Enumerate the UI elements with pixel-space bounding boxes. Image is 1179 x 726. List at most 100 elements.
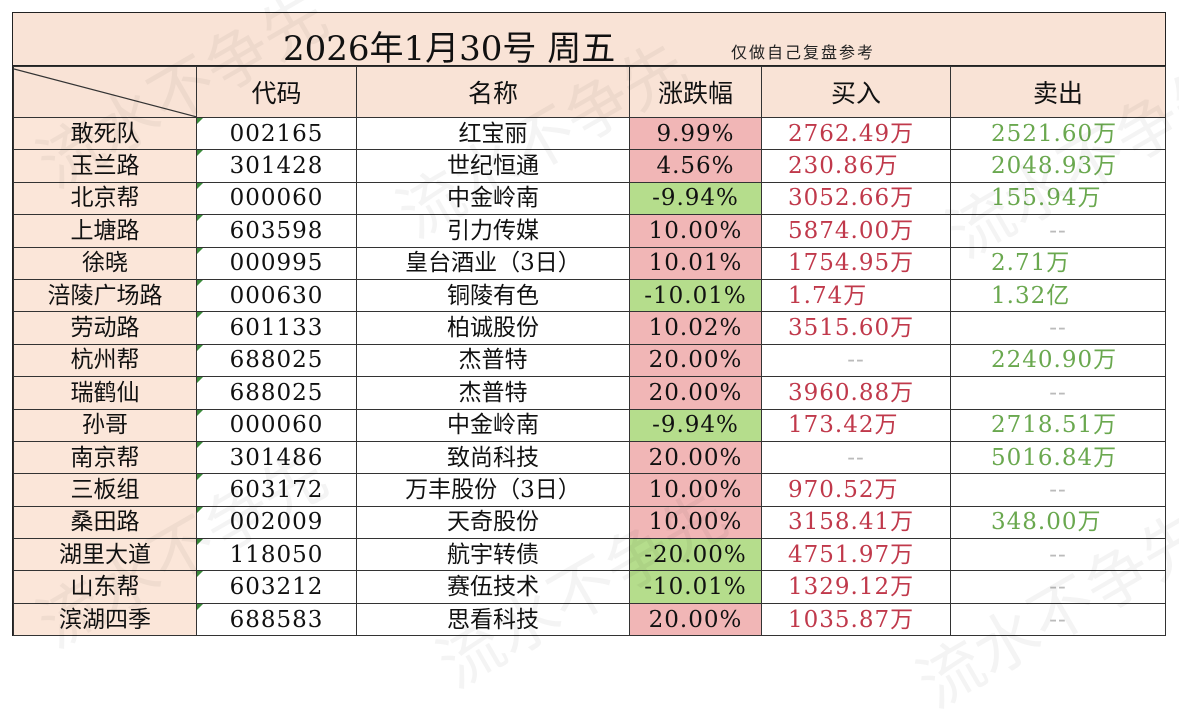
header-sell: 卖出 bbox=[950, 66, 1166, 118]
title-bar: 2026年1月30号 周五 仅做自己复盘参考 bbox=[13, 13, 1165, 69]
trader-name-cell: 劳动路 bbox=[13, 311, 197, 345]
change-cell: 20.00% bbox=[629, 602, 762, 637]
cell-comment-marker bbox=[197, 345, 203, 351]
table-row: 玉兰路 301428 世纪恒通 4.56% 230.86万 2048.93万 bbox=[13, 149, 1166, 183]
sell-amount-cell: -- bbox=[950, 376, 1166, 410]
cell-comment-marker bbox=[197, 474, 203, 481]
buy-amount-cell: 1754.95万 bbox=[761, 246, 951, 280]
stock-code-cell: 002009 bbox=[196, 505, 357, 540]
stock-name-cell: 世纪恒通 bbox=[356, 149, 630, 183]
stock-code-cell: 603212 bbox=[196, 570, 357, 604]
sell-amount-cell: -- bbox=[950, 311, 1166, 345]
cell-comment-marker bbox=[197, 604, 203, 610]
trader-name-cell: 北京帮 bbox=[13, 181, 197, 216]
header-change: 涨跌幅 bbox=[629, 66, 762, 118]
buy-amount-cell: 3960.88万 bbox=[761, 376, 951, 410]
change-cell: 20.00% bbox=[629, 440, 762, 475]
page-title: 2026年1月30号 周五 bbox=[283, 29, 616, 69]
cell-comment-marker bbox=[197, 571, 203, 578]
sell-amount-cell: 5016.84万 bbox=[950, 440, 1166, 475]
cell-comment-marker bbox=[197, 215, 203, 222]
stock-code-cell: 000995 bbox=[196, 246, 357, 280]
buy-amount-cell: 2762.49万 bbox=[761, 116, 951, 151]
table-row: 南京帮 301486 致尚科技 20.00% -- 5016.84万 bbox=[13, 440, 1166, 475]
header-code: 代码 bbox=[196, 66, 357, 118]
stock-name-cell: 红宝丽 bbox=[356, 116, 630, 151]
cell-comment-marker bbox=[197, 248, 203, 254]
buy-amount-cell: 3158.41万 bbox=[761, 505, 951, 540]
change-cell: 4.56% bbox=[629, 149, 762, 183]
stock-name-cell: 中金岭南 bbox=[356, 181, 630, 216]
stock-name-cell: 杰普特 bbox=[356, 376, 630, 410]
corner-diagonal-cell bbox=[13, 66, 197, 118]
stock-name-cell: 航宇转债 bbox=[356, 538, 630, 572]
change-cell: 10.01% bbox=[629, 246, 762, 280]
sell-amount-cell: -- bbox=[950, 602, 1166, 637]
table-row: 山东帮 603212 赛伍技术 -10.01% 1329.12万 -- bbox=[13, 570, 1166, 604]
table-row: 北京帮 000060 中金岭南 -9.94% 3052.66万 155.94万 bbox=[13, 181, 1166, 216]
buy-amount-cell: 173.42万 bbox=[761, 408, 951, 442]
buy-amount-cell: 230.86万 bbox=[761, 149, 951, 183]
buy-amount-cell: 970.52万 bbox=[761, 473, 951, 507]
stock-code-cell: 000630 bbox=[196, 278, 357, 313]
stock-code-cell: 000060 bbox=[196, 181, 357, 216]
cell-comment-marker bbox=[197, 539, 203, 546]
trader-name-cell: 滨湖四季 bbox=[13, 602, 197, 637]
sell-amount-cell: 2048.93万 bbox=[950, 149, 1166, 183]
header-row: 代码 名称 涨跌幅 买入 卖出 bbox=[13, 66, 1166, 118]
change-cell: 10.00% bbox=[629, 214, 762, 248]
buy-amount-cell: 5874.00万 bbox=[761, 214, 951, 248]
sell-amount-cell: 155.94万 bbox=[950, 181, 1166, 216]
cell-comment-marker bbox=[197, 410, 203, 416]
stock-name-cell: 中金岭南 bbox=[356, 408, 630, 442]
table-row: 杭州帮 688025 杰普特 20.00% -- 2240.90万 bbox=[13, 343, 1166, 378]
spreadsheet: 2026年1月30号 周五 仅做自己复盘参考 代码 名称 涨跌幅 买入 卖出 敢… bbox=[12, 12, 1166, 637]
header-name: 名称 bbox=[356, 66, 630, 118]
cell-comment-marker bbox=[197, 377, 203, 384]
table-row: 孙哥 000060 中金岭南 -9.94% 173.42万 2718.51万 bbox=[13, 408, 1166, 442]
trader-name-cell: 玉兰路 bbox=[13, 149, 197, 183]
stock-code-cell: 601133 bbox=[196, 311, 357, 345]
table-row: 上塘路 603598 引力传媒 10.00% 5874.00万 -- bbox=[13, 214, 1166, 248]
stock-name-cell: 思看科技 bbox=[356, 602, 630, 637]
sell-amount-cell: 2240.90万 bbox=[950, 343, 1166, 378]
buy-amount-cell: 3515.60万 bbox=[761, 311, 951, 345]
buy-amount-cell: 1329.12万 bbox=[761, 570, 951, 604]
stock-code-cell: 000060 bbox=[196, 408, 357, 442]
change-cell: -20.00% bbox=[629, 538, 762, 572]
trader-name-cell: 桑田路 bbox=[13, 505, 197, 540]
buy-amount-cell: 3052.66万 bbox=[761, 181, 951, 216]
trader-name-cell: 瑞鹤仙 bbox=[13, 376, 197, 410]
trader-name-cell: 上塘路 bbox=[13, 214, 197, 248]
change-cell: -10.01% bbox=[629, 278, 762, 313]
table-row: 瑞鹤仙 688025 杰普特 20.00% 3960.88万 -- bbox=[13, 376, 1166, 410]
stock-code-cell: 301428 bbox=[196, 149, 357, 183]
cell-comment-marker bbox=[197, 183, 203, 189]
title-note: 仅做自己复盘参考 bbox=[731, 43, 876, 62]
change-cell: 10.00% bbox=[629, 473, 762, 507]
table-row: 三板组 603172 万丰股份（3日） 10.00% 970.52万 -- bbox=[13, 473, 1166, 507]
stock-name-cell: 天奇股份 bbox=[356, 505, 630, 540]
change-cell: 9.99% bbox=[629, 116, 762, 151]
cell-comment-marker bbox=[197, 507, 203, 513]
sell-amount-cell: 348.00万 bbox=[950, 505, 1166, 540]
trader-name-cell: 敢死队 bbox=[13, 116, 197, 151]
stock-name-cell: 杰普特 bbox=[356, 343, 630, 378]
change-cell: 10.02% bbox=[629, 311, 762, 345]
trader-name-cell: 湖里大道 bbox=[13, 538, 197, 572]
trader-name-cell: 南京帮 bbox=[13, 440, 197, 475]
change-cell: 20.00% bbox=[629, 376, 762, 410]
sell-amount-cell: -- bbox=[950, 214, 1166, 248]
cell-comment-marker bbox=[197, 442, 203, 448]
stock-name-cell: 赛伍技术 bbox=[356, 570, 630, 604]
table-row: 滨湖四季 688583 思看科技 20.00% 1035.87万 -- bbox=[13, 602, 1166, 637]
sell-amount-cell: -- bbox=[950, 473, 1166, 507]
change-cell: -10.01% bbox=[629, 570, 762, 604]
trader-name-cell: 徐晓 bbox=[13, 246, 197, 280]
table-row: 徐晓 000995 皇台酒业（3日） 10.01% 1754.95万 2.71万 bbox=[13, 246, 1166, 280]
stock-code-cell: 002165 bbox=[196, 116, 357, 151]
stock-name-cell: 引力传媒 bbox=[356, 214, 630, 248]
buy-amount-cell: 1035.87万 bbox=[761, 602, 951, 637]
trader-name-cell: 山东帮 bbox=[13, 570, 197, 604]
stock-code-cell: 688025 bbox=[196, 343, 357, 378]
